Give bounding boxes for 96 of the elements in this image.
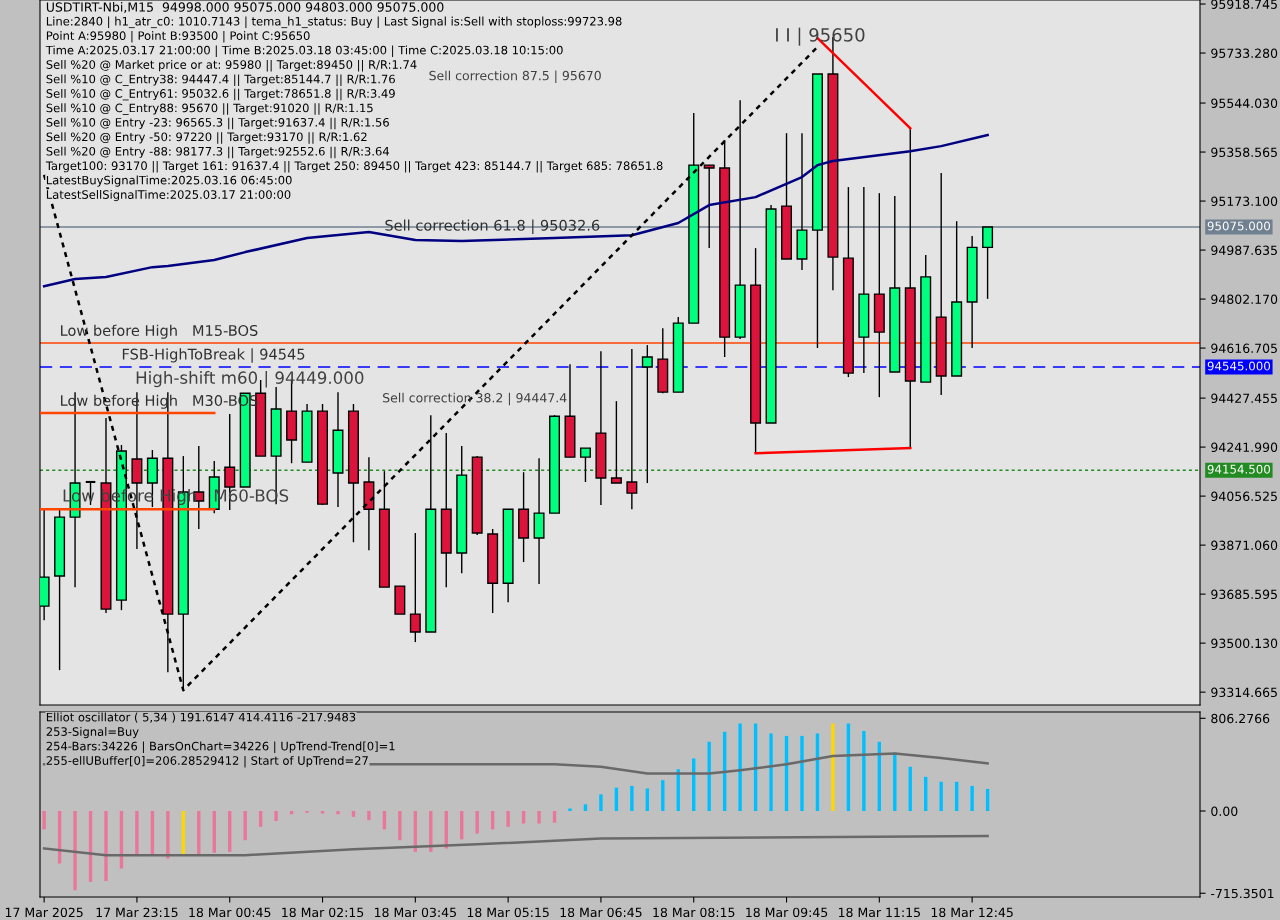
annotation: High-shift m60 | 94449.000 (136, 370, 364, 388)
y-tick-label: 95358.565 (1211, 147, 1277, 157)
bar (537, 811, 541, 824)
annotation: I I | 95650 (776, 27, 865, 46)
bar (568, 808, 572, 811)
bar (800, 735, 804, 811)
annotation: Time A:2025.03.17 21:00:00 | Time B:2025.03.18 03:45:00 | Time C:2025.03.18 10:15:00 (45, 45, 563, 57)
candlestick (579, 447, 591, 483)
annotation: 253-Signal=Buy (46, 727, 139, 739)
x-tick-label: 18 Mar 11:15 (838, 907, 920, 918)
annotation: Sell %10 @ C_Entry61: 95032.6 || Target:78651.8 || R/R:3.49 (46, 88, 395, 101)
x-tick-label: 18 Mar 08:15 (653, 907, 735, 918)
annotation: Sell correction 38.2 | 94447.4 (383, 392, 567, 406)
bar (73, 811, 77, 891)
candlestick (703, 164, 715, 249)
candlestick (641, 344, 653, 484)
x-tick-label: 17 Mar 23:15 (96, 907, 178, 918)
x-tick-label: 18 Mar 02:15 (282, 907, 364, 918)
annotation: Sell %20 @ Entry -50: 97220 || Target:93170 || R/R:1.62 (46, 132, 367, 144)
y-tick-label: -715.3501 (1211, 888, 1274, 899)
annotation: Elliot oscillator ( 5,34 ) 191.6147 414.4116 -217.9483 (46, 712, 356, 723)
annotation: Sell correction 87.5 | 95670 (429, 70, 601, 84)
bar (831, 723, 835, 811)
y-tick-label: 94987.635 (1211, 245, 1277, 255)
candlestick (982, 226, 994, 300)
y-tick-label: 94056.525 (1211, 491, 1277, 502)
annotation: Sell %20 @ Market price or at: 95980 || Target:89450 || R/R:1.74 (46, 59, 417, 72)
bar (475, 811, 479, 834)
x-tick-label: 18 Mar 03:45 (374, 907, 456, 918)
bar (367, 811, 371, 821)
bar (939, 781, 943, 811)
candlestick (610, 400, 622, 484)
y-tick-label: 94616.705 (1211, 343, 1277, 354)
y-tick-label: 94802.170 (1211, 294, 1278, 304)
annotation: LatestSellSignalTime:2025.03.17 21:00:00 (46, 190, 291, 202)
annotation: 255-ellUBuffer[0]=206.28529412 | Start of UpTrend=27 (46, 755, 368, 768)
bar (320, 811, 325, 814)
line-series (42, 834, 989, 857)
y-tick-label: 93314.665 (1211, 687, 1277, 698)
bar (645, 788, 650, 811)
x-tick-label: 18 Mar 06:45 (560, 907, 642, 918)
y-tick-label: 95918.745 (1211, 0, 1277, 9)
bar (104, 811, 108, 882)
bar (506, 811, 510, 827)
ref-line-label: 95075.000 (1207, 221, 1271, 231)
annotation: LatestBuySignalTime:2025.03.16 06:45:00 (46, 175, 292, 187)
ref-line-label: 94154.500 (1207, 464, 1271, 474)
bar (862, 730, 866, 811)
annotation: Sell %20 @ Entry -88: 98177.3 || Target:92552.6 || R/R:3.64 (46, 146, 390, 159)
y-tick-label: 95733.280 (1211, 48, 1278, 58)
bar (583, 804, 588, 811)
bar (599, 794, 603, 811)
bar (707, 741, 711, 811)
y-tick-label: 95173.100 (1211, 196, 1278, 206)
y-tick-label: 93500.130 (1211, 638, 1278, 649)
x-tick-label: 18 Mar 12:45 (931, 907, 1013, 918)
y-tick-label: 0.00 (1211, 806, 1238, 816)
bar (351, 811, 356, 817)
annotation: FSB-HighToBreak | 94545 (122, 348, 305, 363)
bar (135, 811, 139, 857)
candlestick (626, 348, 638, 510)
bar (243, 811, 247, 841)
annotation: Sell %10 @ Entry -23: 96565.3 || Target:91637.4 || R/R:1.56 (46, 117, 389, 130)
bar (738, 723, 742, 811)
y-tick-label: 93685.595 (1211, 589, 1277, 600)
annotation: Line:2840 | h1_atr_c0: 1010.7143 | tema_h1_status: Buy | Last Signal is:Sell with stoploss:99723.98 (46, 16, 622, 29)
bar (336, 811, 340, 815)
annotation: Sell %10 @ C_Entry38: 94447.4 || Target:85144.7 || R/R:1.76 (46, 74, 395, 86)
bar (42, 811, 46, 830)
y-tick-label: 94427.455 (1211, 393, 1277, 404)
bar (970, 785, 974, 811)
y-tick-label: 94241.990 (1211, 442, 1278, 453)
x-tick-label: 17 Mar 2025 (5, 907, 83, 918)
bar (552, 811, 557, 823)
bar (769, 733, 773, 811)
y-tick-label: 806.2766 (1211, 713, 1270, 724)
bar (398, 811, 402, 841)
ref-line-label: 94545.000 (1207, 361, 1271, 371)
x-tick-label: 18 Mar 00:45 (189, 907, 271, 918)
annotation: 254-Bars:34226 | BarsOnChart=34226 | UpTrend-Trend[0]=1 (46, 741, 395, 753)
x-tick-label: 18 Mar 09:45 (746, 907, 828, 918)
annotation: Point A:95980 | Point B:93500 | Point C:95650 (46, 31, 310, 43)
y-tick-label: 93871.060 (1211, 540, 1278, 551)
chart-title: USDTIRT-Nbi,M15 94998.000 95075.000 94803.000 95075.000 (46, 2, 444, 14)
annotation: Sell correction 61.8 | 95032.6 (385, 219, 600, 235)
annotation: Sell %10 @ C_Entry88: 95670 || Target:91020 || R/R:1.15 (46, 103, 373, 115)
annotation: Low before High M15-BOS (61, 324, 258, 339)
bar (521, 811, 526, 824)
x-tick-label: 18 Mar 05:15 (467, 907, 549, 918)
annotation: Target100: 93170 || Target 161: 91637.4 || Target 250: 89450 || Target 423: 85144.7 || Target 685: 78651.8 (45, 161, 663, 173)
bar (274, 811, 278, 821)
bar (166, 811, 170, 859)
line-series (42, 133, 989, 288)
bar (630, 785, 634, 811)
y-tick-label: 95544.030 (1211, 98, 1278, 108)
candlestick (409, 532, 421, 643)
